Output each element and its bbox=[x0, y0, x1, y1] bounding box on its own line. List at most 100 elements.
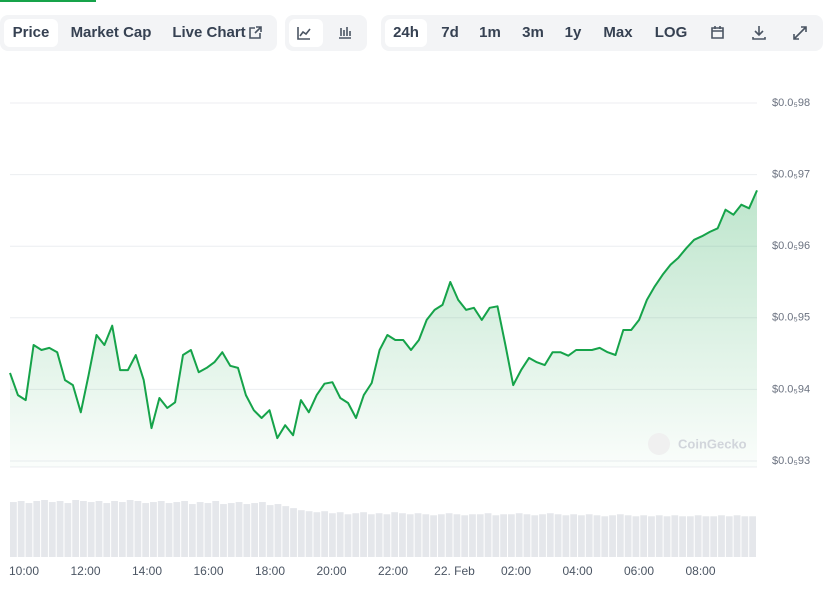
x-tick-label: 06:00 bbox=[624, 564, 654, 578]
volume-bar bbox=[648, 516, 655, 557]
volume-bar bbox=[360, 512, 367, 557]
range[interactable]: Max bbox=[603, 24, 633, 41]
volume-bar bbox=[367, 514, 375, 557]
tab[interactable]: Live Chart bbox=[172, 24, 245, 41]
tab[interactable]: Price bbox=[13, 24, 50, 41]
volume-bar bbox=[157, 501, 165, 557]
x-tick-label: 08:00 bbox=[685, 564, 715, 578]
volume-bar bbox=[17, 501, 25, 557]
volume-bar bbox=[336, 512, 344, 557]
y-tick-label: $0.0₅96 bbox=[772, 240, 810, 252]
volume-bar bbox=[725, 516, 733, 557]
volume-bar bbox=[391, 512, 399, 557]
volume-bar bbox=[95, 501, 103, 557]
volume-bar bbox=[235, 502, 243, 557]
range-active-bg bbox=[385, 19, 427, 47]
volume-bar bbox=[702, 516, 710, 557]
volume-bar bbox=[609, 515, 616, 557]
volume-bar bbox=[453, 514, 461, 557]
volume-bar bbox=[476, 514, 484, 557]
y-tick-label: $0.0₅95 bbox=[772, 312, 810, 324]
volume-bar bbox=[344, 514, 352, 557]
volume-bar bbox=[227, 503, 235, 557]
volume-bar bbox=[484, 513, 492, 557]
volume-bar bbox=[297, 510, 305, 557]
volume-bar bbox=[118, 502, 126, 557]
x-tick-label: 14:00 bbox=[132, 564, 162, 578]
volume-bar bbox=[111, 501, 118, 557]
range[interactable]: 24h bbox=[393, 24, 419, 41]
volume-bar bbox=[274, 504, 282, 557]
volume-bar bbox=[718, 515, 725, 557]
volume-bar bbox=[492, 515, 500, 557]
volume-bar bbox=[266, 505, 274, 557]
volume-bar bbox=[671, 515, 679, 557]
volume-bar bbox=[679, 516, 686, 557]
range[interactable]: 1y bbox=[565, 24, 582, 41]
volume-bar bbox=[87, 502, 95, 557]
expand-icon[interactable] bbox=[793, 26, 807, 40]
volume-bar bbox=[554, 514, 562, 557]
volume-bar bbox=[593, 515, 601, 557]
volume-bar bbox=[445, 513, 453, 557]
volume-bar bbox=[243, 504, 251, 557]
x-tick-label: 16:00 bbox=[193, 564, 223, 578]
volume-bar bbox=[282, 506, 290, 557]
range[interactable]: 7d bbox=[441, 24, 459, 41]
range[interactable]: 3m bbox=[522, 24, 544, 41]
volume-bar bbox=[539, 514, 546, 557]
volume-bar bbox=[406, 514, 414, 557]
download-icon[interactable] bbox=[752, 26, 766, 40]
y-tick-label: $0.0₅97 bbox=[772, 169, 810, 181]
volume-bar bbox=[616, 514, 624, 557]
x-tick-label: 22. Feb bbox=[434, 564, 475, 578]
volume-bar bbox=[321, 511, 329, 557]
x-tick-label: 02:00 bbox=[501, 564, 531, 578]
volume-bar bbox=[437, 514, 445, 557]
volume-bar bbox=[663, 516, 671, 557]
volume-bar bbox=[578, 515, 585, 557]
volume-bar bbox=[422, 514, 430, 557]
line-icon bbox=[297, 27, 311, 40]
volume-bar bbox=[655, 515, 663, 557]
volume-bar bbox=[64, 503, 72, 557]
volume-bar bbox=[694, 515, 702, 557]
volume-bar bbox=[523, 514, 531, 557]
volume-bar bbox=[710, 516, 718, 557]
volume-bar bbox=[220, 504, 227, 557]
volume-bar bbox=[546, 513, 554, 557]
volume-bar bbox=[80, 501, 87, 557]
volume-bar bbox=[733, 515, 741, 557]
y-tick-label: $0.0₅98 bbox=[772, 97, 810, 109]
volume-bar bbox=[632, 516, 640, 557]
range[interactable]: LOG bbox=[655, 24, 688, 41]
volume-bar bbox=[251, 503, 258, 557]
x-tick-label: 04:00 bbox=[562, 564, 592, 578]
volume-bar bbox=[165, 503, 173, 557]
volume-bar bbox=[562, 515, 570, 557]
volume-bar bbox=[173, 502, 181, 557]
x-tick-label: 20:00 bbox=[316, 564, 346, 578]
volume-bar bbox=[624, 515, 632, 557]
calendar-icon[interactable] bbox=[711, 26, 724, 39]
x-tick-label: 12:00 bbox=[70, 564, 100, 578]
volume-bar bbox=[188, 504, 196, 557]
volume-bar bbox=[56, 501, 64, 557]
volume-bar bbox=[212, 501, 220, 557]
range[interactable]: 1m bbox=[479, 24, 501, 41]
range-group bbox=[381, 15, 823, 51]
y-tick-label: $0.0₅93 bbox=[772, 455, 810, 467]
volume-bar bbox=[142, 503, 150, 557]
volume-bar bbox=[196, 502, 204, 557]
volume-bar bbox=[749, 516, 756, 557]
volume-bar bbox=[25, 503, 33, 557]
volume-bar bbox=[430, 515, 437, 557]
candle-icon[interactable] bbox=[339, 27, 351, 39]
volume-bar bbox=[10, 502, 17, 557]
volume-bar bbox=[259, 502, 266, 557]
volume-bar bbox=[686, 516, 694, 557]
tab[interactable]: Market Cap bbox=[71, 24, 152, 41]
volume-bar bbox=[399, 513, 406, 557]
volume-bar bbox=[290, 508, 297, 557]
